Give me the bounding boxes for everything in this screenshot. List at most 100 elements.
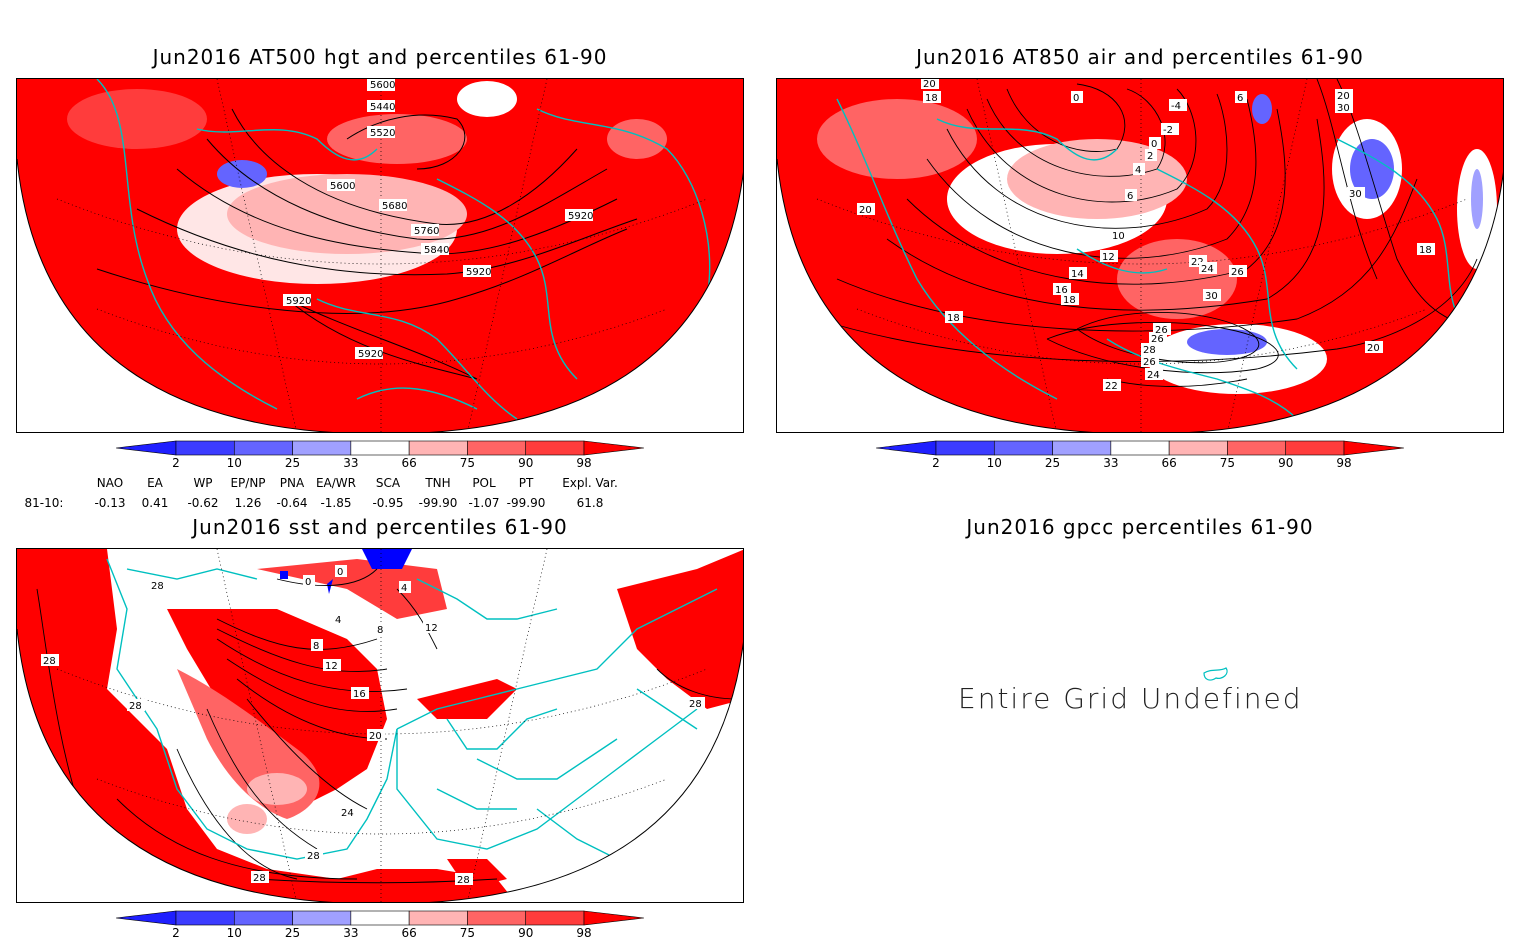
contour-label: 28 bbox=[253, 873, 266, 884]
contour-label: 2 bbox=[1147, 151, 1153, 162]
contour-label: 5600 bbox=[330, 181, 355, 192]
contour-label: 18 bbox=[947, 313, 960, 324]
map-boundary bbox=[17, 158, 743, 432]
colorbar-tick-label: 2 bbox=[172, 456, 180, 470]
colorbar-tick-label: 98 bbox=[1336, 456, 1352, 470]
contour-label: 8 bbox=[377, 625, 383, 636]
colorbar-tick-label: 66 bbox=[1161, 456, 1177, 470]
map-boundary bbox=[17, 628, 743, 902]
colorbar-segment bbox=[1227, 440, 1287, 456]
index-value: -99.90 bbox=[506, 496, 546, 510]
contour-labels: 28 28 28 4 8 8 12 12 16 20 24 28 28 28 2… bbox=[41, 565, 705, 886]
colorbar-segment bbox=[292, 440, 352, 456]
contour-label: -4 bbox=[1171, 101, 1181, 112]
contour-label: 28 bbox=[129, 701, 142, 712]
colorbar-hgt: 2 10 25 33 66 75 90 98 bbox=[115, 438, 645, 474]
colorbar-tick-label: 98 bbox=[576, 926, 592, 940]
colorbar-segment bbox=[1168, 440, 1228, 456]
contour-label: 12 bbox=[425, 623, 438, 634]
index-header: PNA bbox=[279, 476, 305, 490]
coastlines bbox=[96, 79, 711, 420]
map-panel-gpcc bbox=[776, 548, 1504, 903]
contour-label: 20 bbox=[369, 731, 382, 742]
contour-label: 18 bbox=[1063, 295, 1076, 306]
contour-label: 28 bbox=[307, 851, 320, 862]
contour-label: 20 bbox=[859, 205, 872, 216]
map-air-svg: 20 18 0 -4 -2 0 2 4 6 6 10 12 14 16 18 2… bbox=[777, 79, 1503, 432]
index-header: SCA bbox=[375, 476, 401, 490]
neutral-region bbox=[457, 81, 517, 117]
panel-title-air: Jun2016 AT850 air and percentiles 61-90 bbox=[916, 45, 1364, 69]
index-row-label: 81-10: bbox=[24, 496, 64, 510]
index-values: 81-10: -0.13 0.41 -0.62 1.26 -0.64 -1.85 -0.95… bbox=[0, 496, 760, 510]
coastlines bbox=[836, 98, 1478, 420]
colorbar-segment bbox=[993, 440, 1053, 456]
index-value: 1.26 bbox=[234, 496, 262, 510]
contour-label: 28 bbox=[457, 875, 470, 886]
contour-label: 18 bbox=[925, 93, 938, 104]
graticule bbox=[816, 79, 1468, 432]
colorbar-tick-label: 10 bbox=[226, 926, 242, 940]
colorbar-segment bbox=[350, 440, 410, 456]
contour-labels: 5440 5520 5600 5680 5760 5840 5920 5920 … bbox=[283, 79, 593, 360]
moderate-region bbox=[607, 119, 667, 159]
contour-label: 28 bbox=[1143, 345, 1156, 356]
index-value: -0.13 bbox=[94, 496, 126, 510]
coastline-fragment bbox=[1203, 667, 1228, 681]
colorbar-segment bbox=[467, 910, 527, 926]
contour-label: 5920 bbox=[286, 296, 311, 307]
moderate-region bbox=[227, 174, 467, 254]
index-value: -0.62 bbox=[187, 496, 219, 510]
ocean-anomaly bbox=[257, 559, 447, 619]
colorbar-tick-label: 90 bbox=[518, 456, 534, 470]
contour-label: 6 bbox=[1237, 93, 1243, 104]
colorbar-arrow-low bbox=[875, 440, 937, 456]
index-header: POL bbox=[472, 476, 496, 490]
cold-anomaly bbox=[1350, 139, 1394, 199]
map-boundary bbox=[777, 158, 1503, 432]
colorbar-svg bbox=[115, 910, 645, 926]
contour-label: 30 bbox=[1205, 291, 1218, 302]
index-value: -1.85 bbox=[320, 496, 352, 510]
panel-title-sst: Jun2016 sst and percentiles 61-90 bbox=[192, 515, 568, 539]
colorbar-segment bbox=[233, 440, 293, 456]
contour-label: 20 bbox=[1337, 91, 1350, 102]
contour-label: 6 bbox=[1127, 191, 1133, 202]
contour-label: 5920 bbox=[358, 349, 383, 360]
contour-label: 24 bbox=[1147, 370, 1160, 381]
colorbar-tick-label: 90 bbox=[518, 926, 534, 940]
contour-label: 0 bbox=[337, 567, 343, 578]
cold-anomaly bbox=[362, 549, 412, 569]
moderate-region bbox=[817, 99, 977, 179]
contour-label: 0 bbox=[1151, 139, 1157, 150]
ocean-anomaly bbox=[417, 679, 517, 719]
colorbar-segment bbox=[1285, 440, 1345, 456]
contour-label: 28 bbox=[689, 699, 702, 710]
panel-title-gpcc: Jun2016 gpcc percentiles 61-90 bbox=[966, 515, 1314, 539]
colorbar-arrow-high bbox=[583, 440, 645, 456]
contour-label: 5440 bbox=[370, 102, 395, 113]
contour-label: 5520 bbox=[370, 128, 395, 139]
undefined-grid-message: Entire Grid Undefined bbox=[958, 682, 1303, 715]
cold-anomaly bbox=[327, 579, 333, 594]
contour-label: 28 bbox=[151, 581, 164, 592]
colorbar-segment bbox=[233, 910, 293, 926]
contour-label: -2 bbox=[1163, 125, 1173, 136]
contour-label: 5920 bbox=[568, 211, 593, 222]
cold-anomaly bbox=[280, 571, 288, 579]
colorbar-tick-label: 75 bbox=[459, 456, 476, 470]
index-header: EA bbox=[147, 476, 163, 490]
colorbar-tick-label: 10 bbox=[226, 456, 242, 470]
colorbar-segment bbox=[408, 440, 468, 456]
contour-label: 5600 bbox=[370, 80, 395, 91]
colorbar-tick-label: 33 bbox=[1103, 456, 1119, 470]
contour-label: 4 bbox=[335, 615, 341, 626]
index-header: WP bbox=[193, 476, 213, 490]
index-header: EA/WR bbox=[315, 476, 357, 490]
colorbar-tick-label: 10 bbox=[986, 456, 1002, 470]
contour-label: 8 bbox=[313, 641, 319, 652]
moderate-region bbox=[247, 773, 307, 805]
colorbar-tick-label: 66 bbox=[401, 926, 417, 940]
cold-anomaly bbox=[1187, 329, 1267, 355]
contour-label: 4 bbox=[401, 583, 407, 594]
